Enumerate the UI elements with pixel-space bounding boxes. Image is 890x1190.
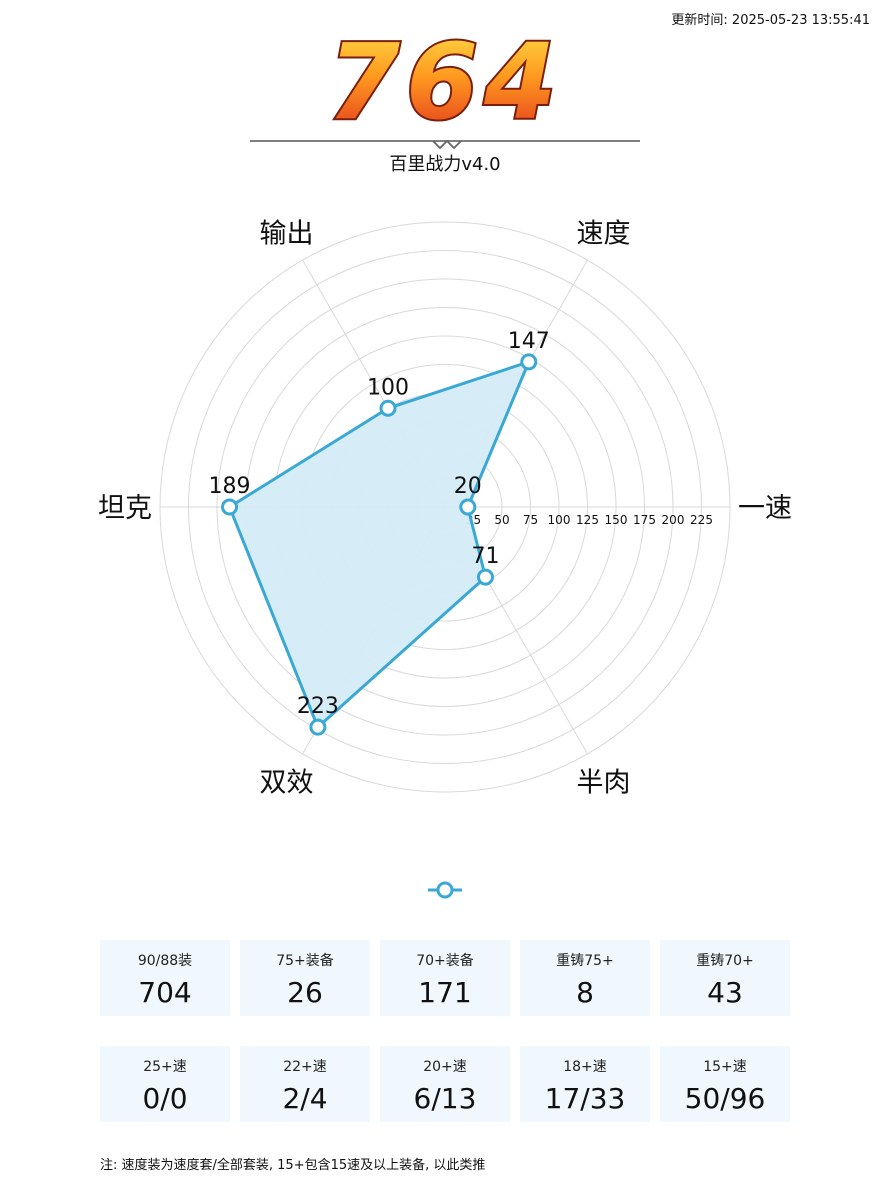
score-value: 764 bbox=[327, 21, 562, 143]
stat-card-90-88: 90/88装 704 bbox=[100, 940, 230, 1016]
radial-tick-label: 200 bbox=[662, 513, 685, 527]
score-logo: 764 bbox=[325, 19, 562, 143]
stat-label: 重铸75+ bbox=[556, 953, 614, 969]
radial-tick-label: 75 bbox=[523, 513, 538, 527]
data-point bbox=[520, 353, 538, 371]
axis-label: 一速 bbox=[738, 493, 792, 524]
radial-tick-label: 125 bbox=[576, 513, 599, 527]
stat-value: 8 bbox=[576, 976, 594, 1009]
update-time: 更新时间: 2025-05-23 13:55:41 bbox=[671, 13, 870, 28]
stat-card-70-plus: 70+装备 171 bbox=[380, 940, 510, 1016]
data-point bbox=[459, 498, 477, 516]
stat-card-speed-18: 18+速 17/33 bbox=[520, 1046, 650, 1122]
data-value-label: 71 bbox=[471, 544, 499, 569]
stat-value: 26 bbox=[287, 976, 323, 1009]
legend-marker bbox=[428, 881, 462, 899]
stat-value: 6/13 bbox=[413, 1082, 477, 1115]
stat-value: 704 bbox=[138, 976, 192, 1009]
stat-label: 25+速 bbox=[143, 1059, 187, 1075]
footnote: 注: 速度装为速度套/全部套装, 15+包含15速及以上装备, 以此类推 bbox=[100, 1158, 486, 1173]
data-point bbox=[379, 399, 397, 417]
stat-card-reforge-70: 重铸70+ 43 bbox=[660, 940, 790, 1016]
stat-card-speed-15: 15+速 50/96 bbox=[660, 1046, 790, 1122]
stat-value: 171 bbox=[418, 976, 472, 1009]
stat-label: 22+速 bbox=[283, 1059, 327, 1075]
stat-value: 43 bbox=[707, 976, 743, 1009]
stat-value: 0/0 bbox=[142, 1082, 188, 1115]
axis-label: 输出 bbox=[260, 218, 314, 249]
axis-label: 双效 bbox=[260, 768, 314, 799]
axis-label: 坦克 bbox=[98, 493, 152, 524]
stat-label: 重铸70+ bbox=[696, 953, 754, 969]
data-point bbox=[309, 718, 327, 736]
stat-label: 70+装备 bbox=[416, 953, 474, 969]
data-point bbox=[476, 568, 494, 586]
data-value-label: 223 bbox=[297, 694, 339, 719]
title-divider bbox=[250, 139, 640, 150]
stat-card-reforge-75: 重铸75+ 8 bbox=[520, 940, 650, 1016]
stat-label: 75+装备 bbox=[276, 953, 334, 969]
data-point bbox=[221, 498, 239, 516]
stat-value: 50/96 bbox=[684, 1082, 766, 1115]
data-value-label: 100 bbox=[367, 375, 409, 400]
stat-card-speed-22: 22+速 2/4 bbox=[240, 1046, 370, 1122]
stat-label: 18+速 bbox=[563, 1059, 607, 1075]
radar-chart: 25 50 75 100 125 150 175 200 2252014710018922371… bbox=[98, 218, 792, 799]
stat-card-75-plus: 75+装备 26 bbox=[240, 940, 370, 1016]
stat-label: 20+速 bbox=[423, 1059, 467, 1075]
stat-card-speed-20: 20+速 6/13 bbox=[380, 1046, 510, 1122]
radial-tick-label: 50 bbox=[494, 513, 509, 527]
radial-tick-label: 150 bbox=[605, 513, 628, 527]
stat-value: 17/33 bbox=[544, 1082, 626, 1115]
stat-value: 2/4 bbox=[282, 1082, 328, 1115]
stat-label: 90/88装 bbox=[137, 953, 193, 969]
stat-label: 15+速 bbox=[703, 1059, 747, 1075]
radial-tick-label: 225 bbox=[690, 513, 713, 527]
data-value-label: 20 bbox=[454, 474, 482, 499]
axis-label: 速度 bbox=[577, 218, 631, 249]
data-value-label: 147 bbox=[508, 329, 550, 354]
chart-subtitle: 百里战力v4.0 bbox=[389, 154, 501, 175]
axis-label: 半肉 bbox=[577, 768, 631, 799]
stat-card-speed-25: 25+速 0/0 bbox=[100, 1046, 230, 1122]
radial-tick-label: 100 bbox=[548, 513, 571, 527]
data-value-label: 189 bbox=[209, 474, 251, 499]
radial-tick-label: 175 bbox=[633, 513, 656, 527]
